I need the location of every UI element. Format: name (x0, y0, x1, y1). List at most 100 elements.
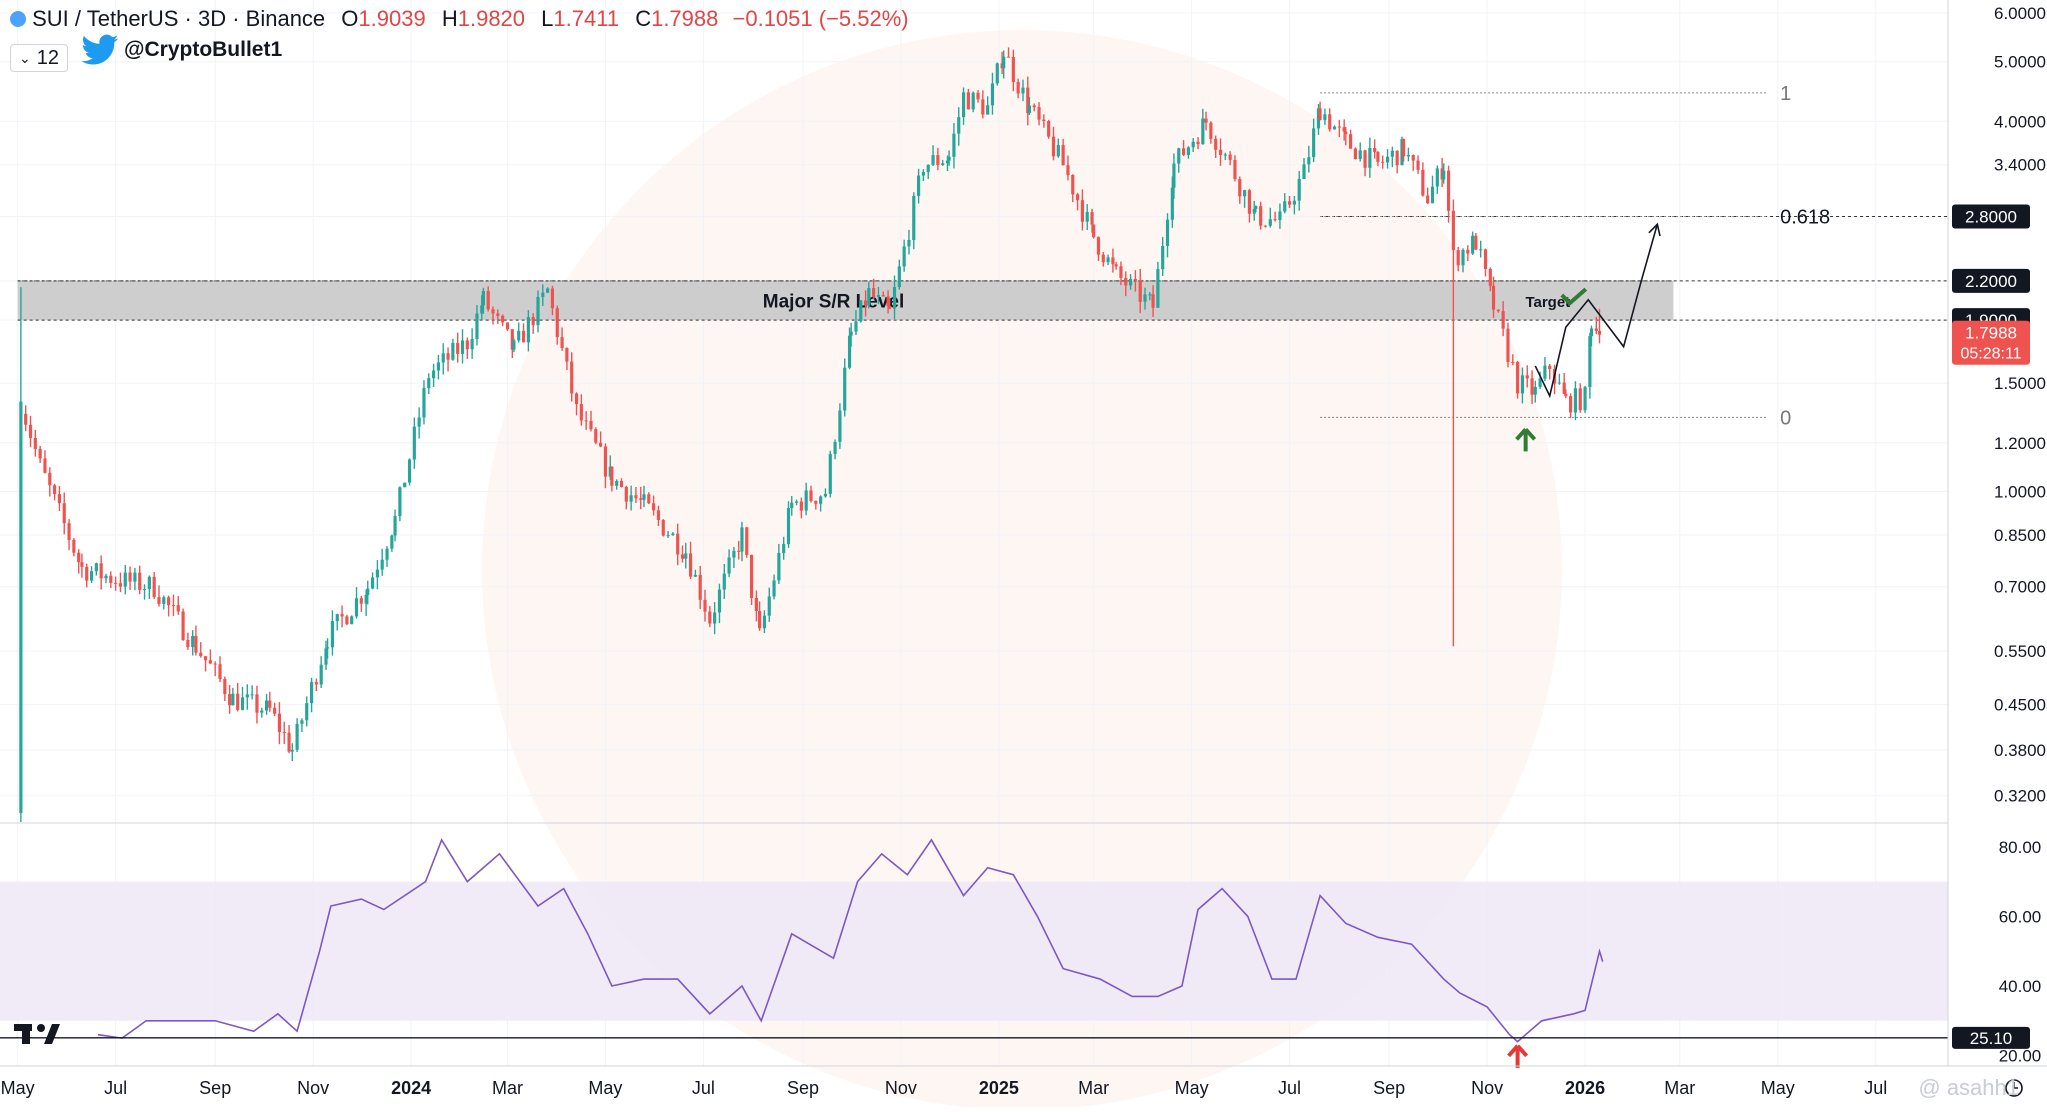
candle (790, 495, 794, 516)
candle-body (957, 117, 961, 134)
candle-body (33, 437, 37, 449)
candle-body (907, 240, 911, 247)
candle (1151, 285, 1155, 317)
candle-body (1501, 311, 1505, 329)
candle-body (966, 92, 970, 110)
candle-body (123, 572, 127, 587)
candle-body (128, 572, 132, 582)
candle (619, 478, 624, 488)
candle (370, 572, 375, 590)
candle-body (823, 493, 828, 497)
candle (828, 450, 832, 498)
candle (684, 542, 688, 569)
candle (350, 615, 354, 625)
candle-body (1390, 150, 1394, 157)
candle (671, 532, 675, 536)
candle (1411, 154, 1415, 171)
candle (754, 590, 758, 622)
candle-body (995, 63, 999, 84)
symbol-logo-icon (10, 11, 26, 27)
candle-body (531, 317, 535, 326)
clock-icon (2005, 1079, 2023, 1097)
candle-body (1456, 250, 1460, 266)
candle-body (1573, 388, 1578, 413)
candle-body (1181, 148, 1186, 155)
candle-body (1594, 328, 1598, 331)
candle (300, 718, 304, 733)
candle (1283, 193, 1287, 214)
candle (603, 443, 608, 489)
candle (1511, 354, 1515, 366)
indicator-count: 12 (36, 46, 59, 69)
candle-body (330, 621, 335, 648)
candle-body (1148, 294, 1152, 296)
candle (1564, 389, 1568, 399)
candle (236, 682, 240, 712)
price-tick-label: 0.7000 (1994, 578, 2046, 597)
candle-body (28, 424, 33, 438)
candle (99, 555, 103, 590)
candle-body (1223, 154, 1227, 156)
candle (53, 483, 57, 501)
candle-body (364, 594, 368, 604)
candle-body (390, 535, 394, 549)
indicator-toggle-button[interactable]: ⌄ 12 (10, 44, 68, 72)
candle-body (708, 611, 712, 624)
time-tick-label: Jul (104, 1078, 127, 1098)
candle (223, 676, 227, 702)
candle-body (931, 155, 935, 165)
candle-body (1442, 170, 1446, 180)
candle (1128, 274, 1133, 290)
candle (981, 90, 985, 119)
low-value: 1.7411 (553, 6, 620, 31)
candle-body (1416, 160, 1420, 170)
candle (441, 343, 445, 375)
candle-body (584, 420, 588, 422)
candle (403, 482, 407, 488)
candle (926, 164, 930, 179)
candle-body (417, 417, 421, 427)
candle-body (1588, 336, 1592, 388)
candle (680, 545, 685, 563)
candle (390, 534, 394, 552)
candle (133, 567, 137, 591)
candle (1002, 50, 1006, 79)
candle (1583, 385, 1587, 414)
price-tick-label: 1.0000 (1994, 482, 2046, 501)
candle-body (1066, 165, 1070, 175)
symbol-title[interactable]: SUI / TetherUS · 3D · Binance (32, 6, 326, 31)
candle (594, 427, 598, 445)
candle (62, 492, 66, 535)
candle (1177, 147, 1181, 173)
current-price-badge (1952, 320, 2030, 365)
candle-body (203, 656, 208, 661)
candle-body (43, 458, 47, 473)
candle-body (94, 563, 98, 572)
candle (1573, 381, 1578, 421)
candle (245, 684, 249, 710)
author-handle[interactable]: @CryptoBullet1 (124, 38, 283, 61)
candle (345, 614, 349, 626)
candle-body (181, 611, 185, 640)
candle-body (491, 309, 495, 314)
candle-body (57, 494, 62, 504)
candle-body (398, 487, 402, 517)
candle-body (1273, 219, 1277, 221)
candle-body (881, 295, 885, 297)
candle-body (1278, 211, 1282, 221)
candle (142, 584, 147, 600)
candle (1027, 96, 1031, 116)
candle-body (828, 453, 832, 494)
candle-countdown: 05:28:11 (1960, 346, 2021, 363)
candle-body (1161, 245, 1165, 270)
candle (186, 632, 190, 650)
candle-body (1133, 278, 1137, 281)
price-scale-bg (1948, 0, 2047, 1107)
candle (666, 531, 670, 538)
candle (1390, 146, 1394, 168)
candle (574, 392, 579, 416)
candle-body (619, 481, 624, 487)
candle-body (1047, 121, 1051, 137)
candle (536, 290, 540, 333)
candle (642, 485, 646, 508)
